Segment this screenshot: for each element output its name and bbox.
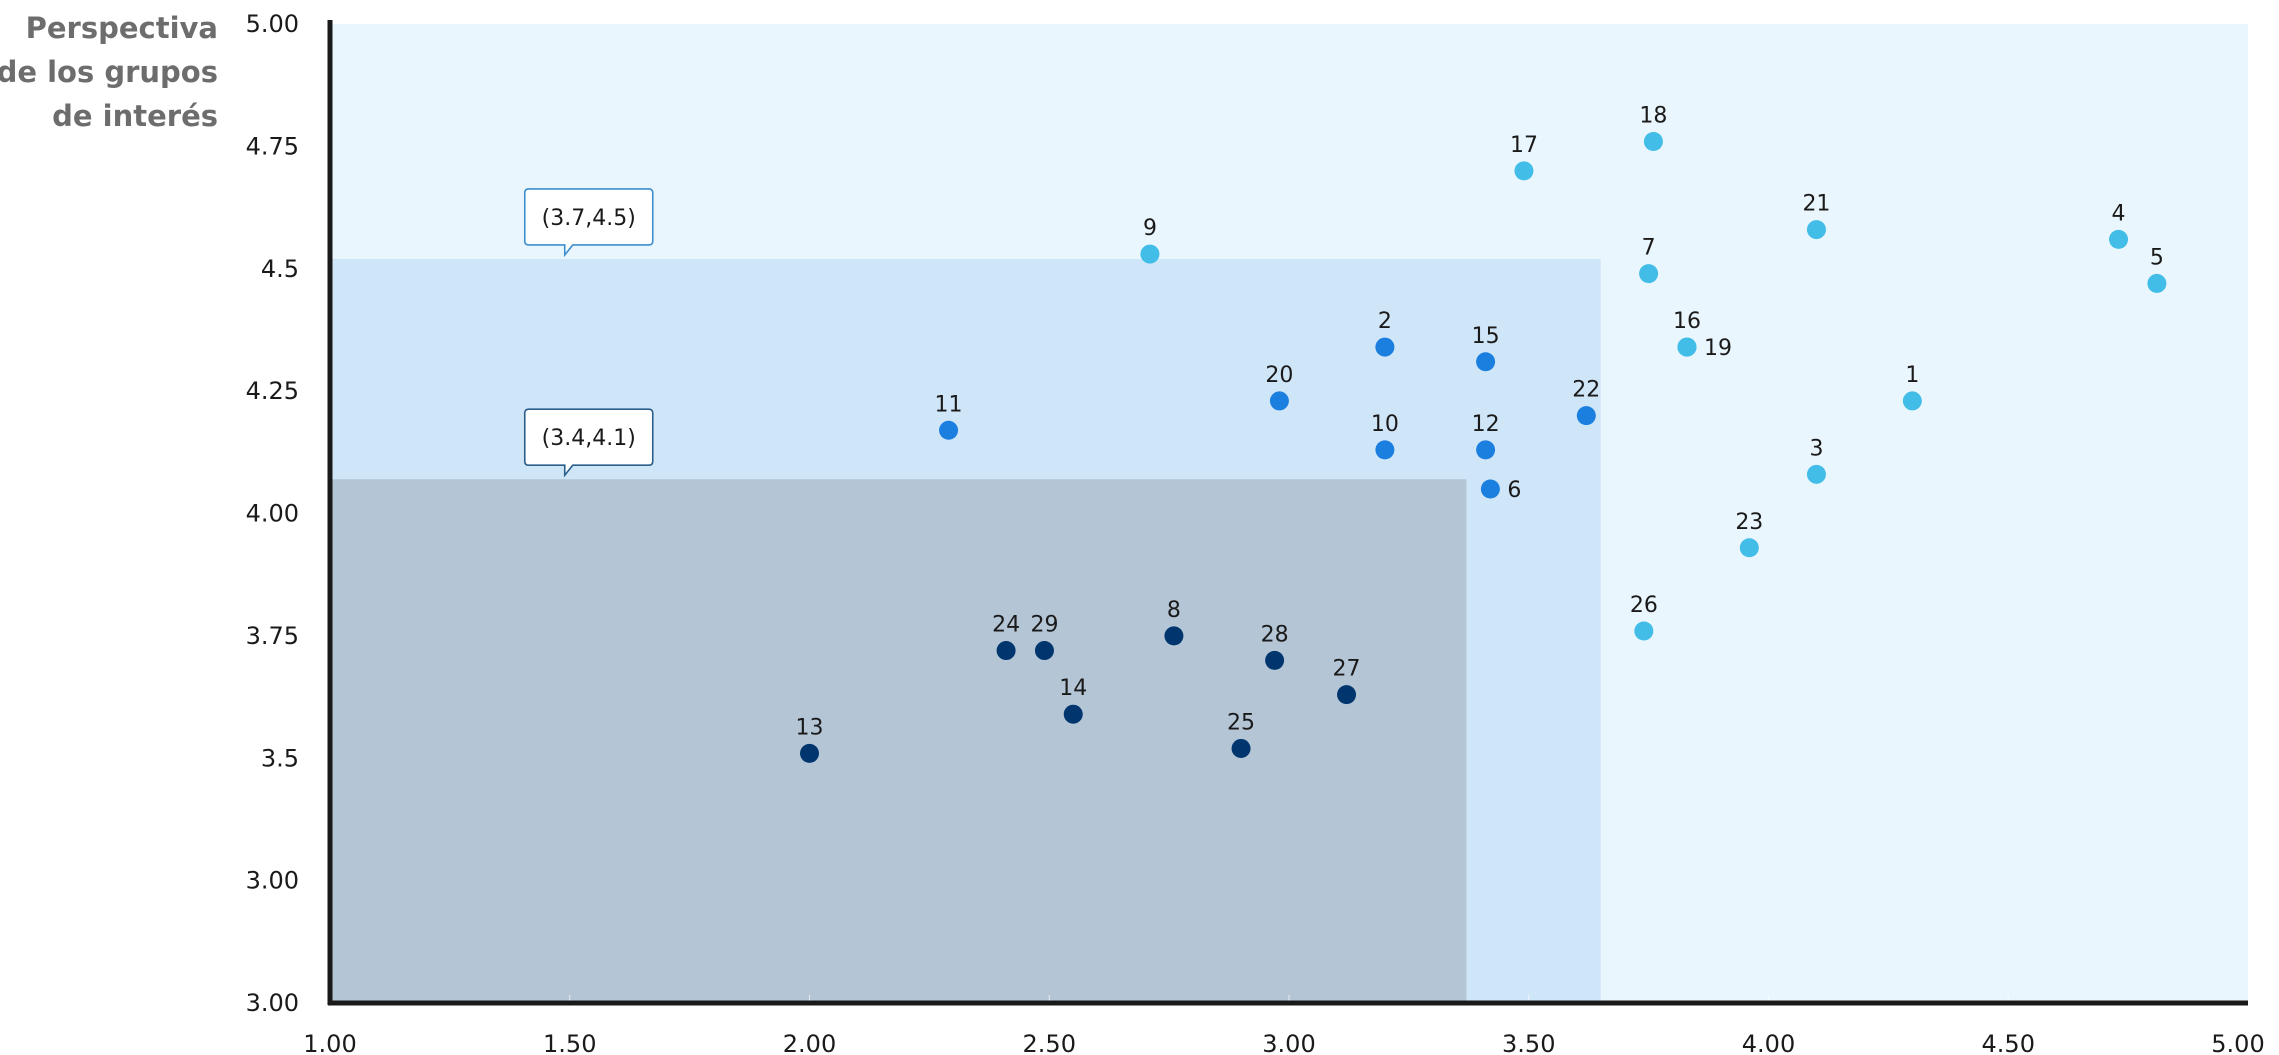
data-point-10 [1375,440,1395,460]
threshold-callouts: (3.7,4.5) (3.4,4.1) [523,188,654,478]
data-label-21: 21 [1802,192,1830,217]
threshold-regions [330,258,1601,1004]
data-point-3 [1806,464,1826,484]
x-tick-label: 3.00 [1262,1030,1315,1055]
data-point-9 [1140,244,1160,264]
callout-box [523,408,654,478]
data-label-28: 28 [1261,622,1289,647]
data-point-17 [1514,161,1534,181]
data-label-25: 25 [1227,710,1255,735]
x-tick-label: 3.50 [1502,1030,1555,1055]
data-label-4: 4 [2112,201,2126,226]
data-point-20 [1269,391,1289,411]
data-label-22: 22 [1572,378,1600,403]
callout-box [523,188,654,258]
data-label-2: 2 [1378,309,1392,334]
data-label-20: 20 [1265,363,1293,388]
y-tick-label: 3.75 [246,622,299,650]
x-tick-label: 5.00 [2211,1030,2264,1055]
data-label-15: 15 [1472,324,1500,349]
data-label-10: 10 [1371,412,1399,437]
y-tick-label: 4.00 [246,500,299,528]
data-point-18 [1643,131,1663,151]
data-label-13: 13 [796,715,824,740]
x-tick-label: 1.00 [303,1030,356,1055]
data-point-25 [1231,738,1251,758]
data-point-21 [1806,220,1826,240]
y-axis-title-line-2: de los grupos [0,55,218,89]
data-label-16: 16 [1673,309,1701,334]
data-point-8 [1164,626,1184,646]
data-label-9: 9 [1143,216,1157,241]
y-axis-title: Perspectiva de los grupos de interés [0,11,218,133]
data-label-6: 6 [1507,478,1521,503]
y-tick-label: 4.25 [246,377,299,405]
data-point-11 [939,420,959,440]
data-label-8: 8 [1167,598,1181,623]
y-tick-label: 3.5 [261,744,299,772]
data-point-14 [1063,704,1083,724]
y-tick-labels: 3.00 3.00 3.5 3.75 4.00 4.25 4.5 4.75 5.00 [246,10,299,1017]
data-label-7: 7 [1642,236,1656,261]
y-axis-title-line-3: de interés [52,99,218,133]
data-points: 1234567891011121314151617181920212223242… [796,103,2167,763]
data-label-1: 1 [1905,363,1919,388]
x-tick-label: 2.00 [783,1030,836,1055]
data-point-15 [1476,352,1496,372]
data-label-17: 17 [1510,133,1538,158]
data-point-7 [1639,264,1659,284]
data-point-22 [1576,406,1596,426]
x-tick-labels: 1.00 1.50 2.00 2.50 3.00 3.50 4.00 4.50 5.00 [303,1030,2264,1055]
callout-label: (3.7,4.5) [542,206,636,231]
data-point-6 [1480,479,1500,499]
x-tick-label: 4.00 [1742,1030,1795,1055]
x-tick-label: 4.50 [1982,1030,2035,1055]
data-point-19 [1677,337,1697,357]
y-tick-label: 3.00 [246,867,299,895]
data-label-23: 23 [1735,510,1763,535]
callout-1: (3.7,4.5) [523,188,654,258]
data-point-5 [2147,273,2167,293]
data-point-2 [1375,337,1395,357]
y-tick-label: 4.75 [246,132,299,160]
data-point-29 [1034,641,1054,661]
data-point-28 [1265,650,1285,670]
y-axis-title-line-1: Perspectiva [26,11,218,45]
y-tick-label: 5.00 [246,10,299,38]
data-label-3: 3 [1809,436,1823,461]
data-point-24 [996,641,1016,661]
data-point-27 [1337,685,1357,705]
data-point-13 [800,743,819,763]
data-point-4 [2109,229,2129,249]
axes [327,20,2248,1006]
data-label-27: 27 [1333,657,1361,682]
callout-2: (3.4,4.1) [523,408,654,478]
x-tick-label: 1.50 [543,1030,596,1055]
data-label-26: 26 [1630,593,1658,618]
y-tick-label: 4.5 [261,255,299,283]
x-tick-label: 2.50 [1023,1030,1076,1055]
callout-label: (3.4,4.1) [542,426,636,451]
data-label-14: 14 [1059,676,1087,701]
data-label-24: 24 [992,613,1020,638]
y-tick-label: 3.00 [246,989,299,1017]
data-point-1 [1902,391,1922,411]
data-label-5: 5 [2150,245,2164,270]
data-label-19: 19 [1704,336,1732,361]
data-point-26 [1634,621,1654,641]
data-label-12: 12 [1472,412,1500,437]
data-label-18: 18 [1639,103,1667,128]
data-label-11: 11 [935,392,963,417]
data-point-23 [1739,538,1759,558]
data-point-12 [1476,440,1496,460]
data-label-29: 29 [1030,613,1058,638]
threshold-region-2 [330,479,1467,1003]
